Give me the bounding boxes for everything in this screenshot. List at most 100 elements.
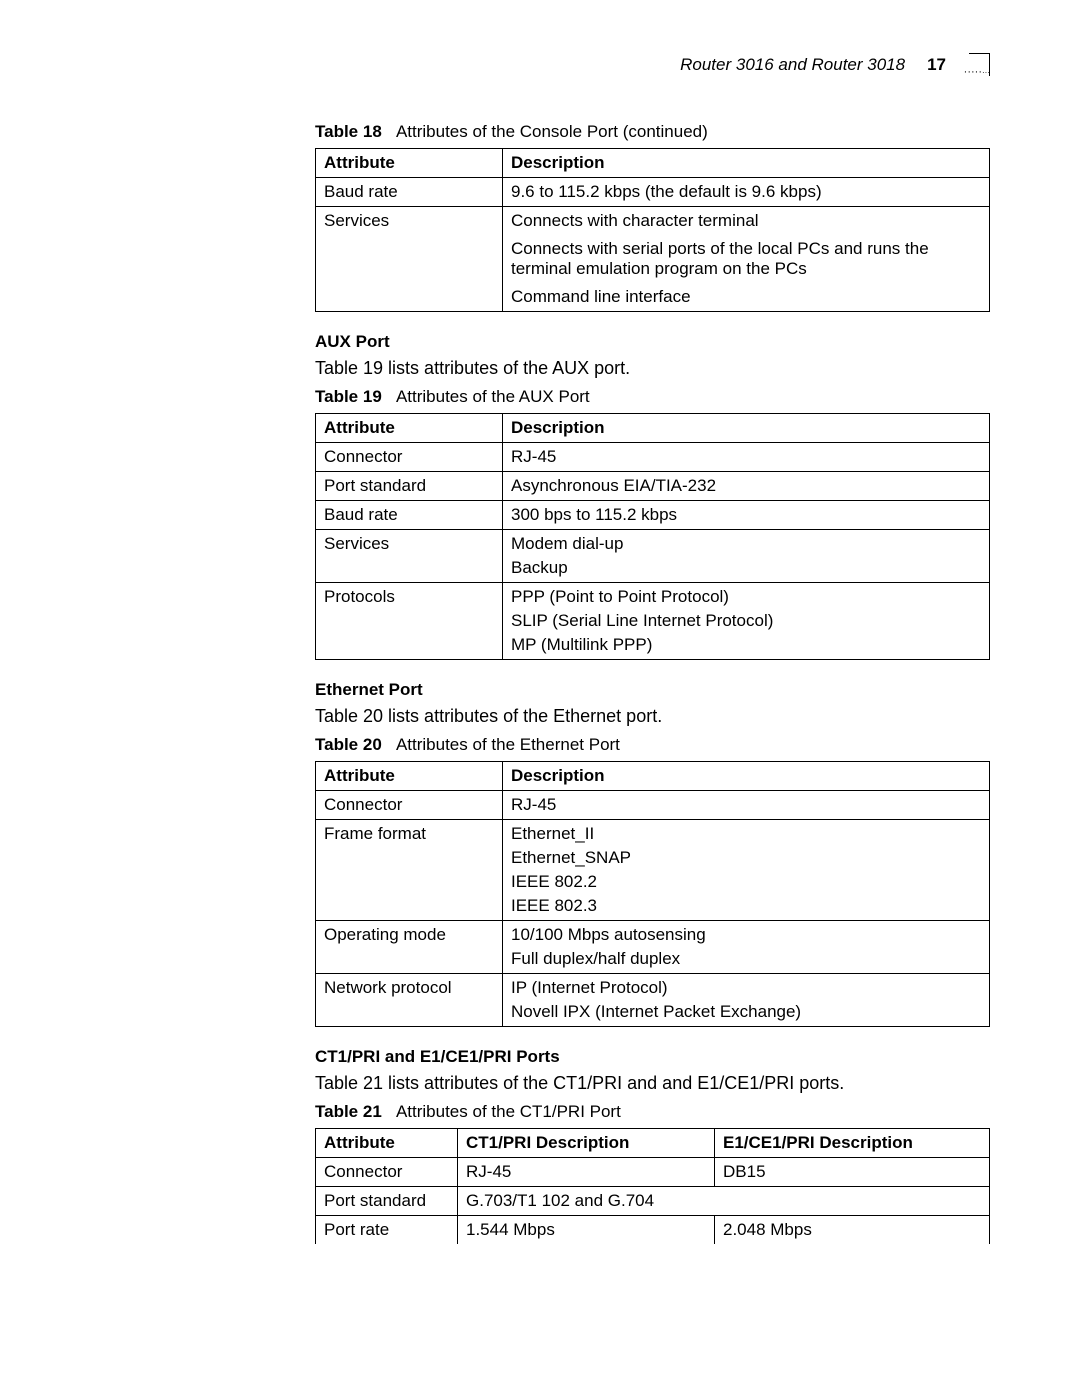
desc-line: Connects with serial ports of the local …	[511, 239, 981, 279]
attr-cell: Connector	[316, 443, 503, 472]
desc-line: Full duplex/half duplex	[511, 949, 981, 969]
desc-line: Command line interface	[511, 287, 981, 307]
desc-cell: PPP (Point to Point Protocol) SLIP (Seri…	[503, 583, 990, 660]
page: Router 3016 and Router 3018 17 ········ …	[0, 0, 1080, 1304]
desc-line: Connects with character terminal	[511, 211, 981, 231]
corner-dotted-icon: ········	[968, 53, 990, 75]
table-row: Connector RJ-45	[316, 791, 990, 820]
table-row: Connector RJ-45 DB15	[316, 1158, 990, 1187]
desc-cell: RJ-45	[503, 791, 990, 820]
caption-label: Table 20	[315, 735, 382, 754]
caption-text: Attributes of the Ethernet Port	[396, 735, 620, 754]
section-heading: AUX Port	[315, 332, 990, 352]
desc-cell: Connects with character terminal Connect…	[503, 207, 990, 312]
table-row: Port rate 1.544 Mbps 2.048 Mbps	[316, 1216, 990, 1245]
table-caption: Table 19 Attributes of the AUX Port	[315, 387, 990, 407]
page-header: Router 3016 and Router 3018 17 ········	[90, 55, 990, 77]
desc-cell: 9.6 to 115.2 kbps (the default is 9.6 kb…	[503, 178, 990, 207]
desc-cell: 2.048 Mbps	[715, 1216, 990, 1245]
desc-cell: 10/100 Mbps autosensing Full duplex/half…	[503, 921, 990, 974]
col-header: Attribute	[316, 1129, 458, 1158]
desc-cell: Modem dial-up Backup	[503, 530, 990, 583]
desc-cell: 1.544 Mbps	[458, 1216, 715, 1245]
caption-label: Table 18	[315, 122, 382, 141]
caption-text: Attributes of the CT1/PRI Port	[396, 1102, 621, 1121]
header-title: Router 3016 and Router 3018	[680, 55, 905, 75]
table-header-row: Attribute Description	[316, 762, 990, 791]
table-console-port: Attribute Description Baud rate 9.6 to 1…	[315, 148, 990, 312]
section-intro: Table 20 lists attributes of the Etherne…	[315, 706, 990, 727]
table-caption: Table 21 Attributes of the CT1/PRI Port	[315, 1102, 990, 1122]
col-header: Attribute	[316, 762, 503, 791]
col-header: Description	[503, 149, 990, 178]
attr-cell: Services	[316, 530, 503, 583]
attr-cell: Baud rate	[316, 178, 503, 207]
desc-cell: RJ-45	[503, 443, 990, 472]
content-area: Table 18 Attributes of the Console Port …	[90, 122, 990, 1244]
col-header: Description	[503, 414, 990, 443]
section-heading: CT1/PRI and E1/CE1/PRI Ports	[315, 1047, 990, 1067]
attr-cell: Services	[316, 207, 503, 312]
attr-cell: Connector	[316, 791, 503, 820]
table-header-row: Attribute CT1/PRI Description E1/CE1/PRI…	[316, 1129, 990, 1158]
desc-line: SLIP (Serial Line Internet Protocol)	[511, 611, 981, 631]
col-header: CT1/PRI Description	[458, 1129, 715, 1158]
attr-cell: Port standard	[316, 1187, 458, 1216]
desc-line: Backup	[511, 558, 981, 578]
table-row: Services Modem dial-up Backup	[316, 530, 990, 583]
caption-text: Attributes of the Console Port (continue…	[396, 122, 708, 141]
attr-cell: Baud rate	[316, 501, 503, 530]
desc-line: MP (Multilink PPP)	[511, 635, 981, 655]
desc-line: 10/100 Mbps autosensing	[511, 925, 981, 945]
desc-cell: G.703/T1 102 and G.704	[458, 1187, 990, 1216]
table-header-row: Attribute Description	[316, 149, 990, 178]
desc-line: IEEE 802.3	[511, 896, 981, 916]
table-row: Frame format Ethernet_II Ethernet_SNAP I…	[316, 820, 990, 921]
table-row: Network protocol IP (Internet Protocol) …	[316, 974, 990, 1027]
caption-label: Table 19	[315, 387, 382, 406]
col-header: Attribute	[316, 149, 503, 178]
table-row: Port standard Asynchronous EIA/TIA-232	[316, 472, 990, 501]
desc-cell: 300 bps to 115.2 kbps	[503, 501, 990, 530]
table-row: Protocols PPP (Point to Point Protocol) …	[316, 583, 990, 660]
table-row: Operating mode 10/100 Mbps autosensing F…	[316, 921, 990, 974]
attr-cell: Connector	[316, 1158, 458, 1187]
table-aux-port: Attribute Description Connector RJ-45 Po…	[315, 413, 990, 660]
caption-text: Attributes of the AUX Port	[396, 387, 590, 406]
desc-line: IP (Internet Protocol)	[511, 978, 981, 998]
section-intro: Table 21 lists attributes of the CT1/PRI…	[315, 1073, 990, 1094]
desc-cell: DB15	[715, 1158, 990, 1187]
col-header: Description	[503, 762, 990, 791]
col-header: Attribute	[316, 414, 503, 443]
attr-cell: Protocols	[316, 583, 503, 660]
attr-cell: Operating mode	[316, 921, 503, 974]
col-header: E1/CE1/PRI Description	[715, 1129, 990, 1158]
table-caption: Table 20 Attributes of the Ethernet Port	[315, 735, 990, 755]
desc-line: Modem dial-up	[511, 534, 981, 554]
desc-cell: IP (Internet Protocol) Novell IPX (Inter…	[503, 974, 990, 1027]
table-row: Connector RJ-45	[316, 443, 990, 472]
table-row: Baud rate 300 bps to 115.2 kbps	[316, 501, 990, 530]
table-row: Port standard G.703/T1 102 and G.704	[316, 1187, 990, 1216]
table-caption: Table 18 Attributes of the Console Port …	[315, 122, 990, 142]
section-intro: Table 19 lists attributes of the AUX por…	[315, 358, 990, 379]
desc-line: Novell IPX (Internet Packet Exchange)	[511, 1002, 981, 1022]
table-row: Baud rate 9.6 to 115.2 kbps (the default…	[316, 178, 990, 207]
desc-line: Ethernet_II	[511, 824, 981, 844]
attr-cell: Port standard	[316, 472, 503, 501]
desc-line: IEEE 802.2	[511, 872, 981, 892]
table-ct1-pri-port: Attribute CT1/PRI Description E1/CE1/PRI…	[315, 1128, 990, 1244]
desc-line: Ethernet_SNAP	[511, 848, 981, 868]
attr-cell: Network protocol	[316, 974, 503, 1027]
attr-cell: Frame format	[316, 820, 503, 921]
desc-cell: Asynchronous EIA/TIA-232	[503, 472, 990, 501]
table-header-row: Attribute Description	[316, 414, 990, 443]
section-heading: Ethernet Port	[315, 680, 990, 700]
table-row: Services Connects with character termina…	[316, 207, 990, 312]
caption-label: Table 21	[315, 1102, 382, 1121]
desc-cell: RJ-45	[458, 1158, 715, 1187]
desc-cell: Ethernet_II Ethernet_SNAP IEEE 802.2 IEE…	[503, 820, 990, 921]
page-number: 17	[927, 55, 946, 75]
table-ethernet-port: Attribute Description Connector RJ-45 Fr…	[315, 761, 990, 1027]
attr-cell: Port rate	[316, 1216, 458, 1245]
